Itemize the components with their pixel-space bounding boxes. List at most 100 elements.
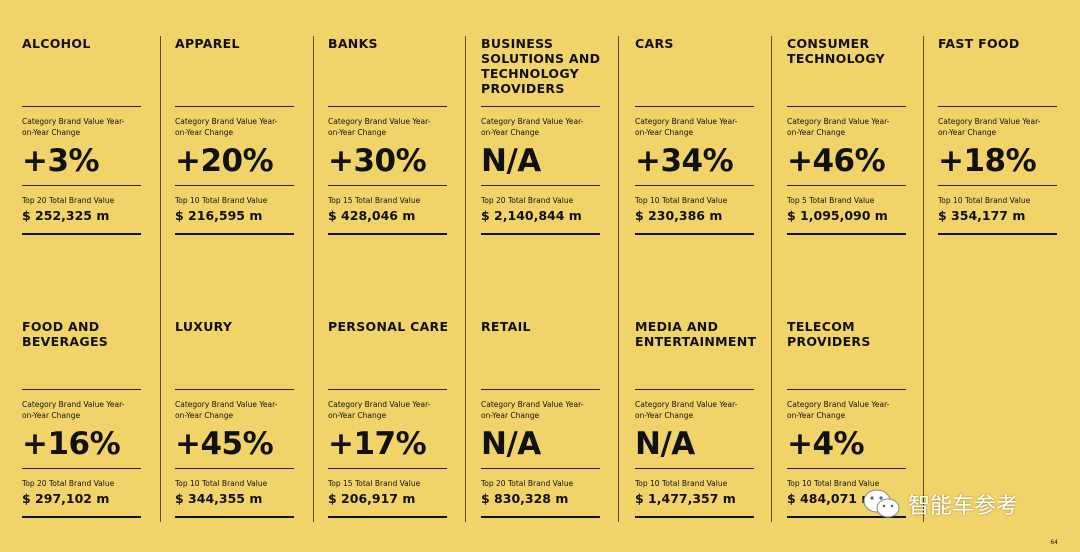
divider (481, 468, 600, 469)
divider (175, 185, 294, 186)
divider (635, 185, 754, 186)
change-label: Category Brand Value Year-on-Year Change (635, 117, 738, 137)
change-value: +3% (22, 143, 100, 179)
divider (22, 468, 141, 469)
total-value: $ 830,328 m (481, 491, 569, 506)
change-label: Category Brand Value Year-on-Year Change (787, 117, 890, 137)
page-number: 64 (1050, 539, 1058, 546)
divider (787, 106, 906, 107)
total-value: $ 216,595 m (175, 208, 263, 223)
change-value: N/A (481, 143, 541, 179)
change-value: N/A (635, 426, 695, 462)
divider (328, 106, 447, 107)
divider (328, 468, 447, 469)
total-label: Top 10 Total Brand Value (175, 196, 268, 205)
divider (175, 468, 294, 469)
change-label: Category Brand Value Year-on-Year Change (22, 400, 125, 420)
divider (175, 233, 294, 235)
total-label: Top 10 Total Brand Value (175, 479, 268, 488)
total-value: $ 2,140,844 m (481, 208, 582, 223)
total-value: $ 252,325 m (22, 208, 110, 223)
category-card: $ 252,325 m Top 20 Total Brand Value +3% Ca… (22, 36, 141, 236)
divider (635, 389, 754, 390)
category-title: RETAIL (481, 319, 531, 334)
total-label: Top 10 Total Brand Value (938, 196, 1031, 205)
total-value: $ 1,095,090 m (787, 208, 888, 223)
change-label: Category Brand Value Year-on-Year Change (175, 400, 278, 420)
total-label: Top 20 Total Brand Value (22, 196, 115, 205)
category-card: $ 206,917 m Top 15 Total Brand Value +17% C… (328, 319, 448, 519)
wechat-icon (863, 489, 900, 518)
divider (481, 185, 600, 186)
change-label: Category Brand Value Year-on-Year Change (635, 400, 738, 420)
total-value: $ 428,046 m (328, 208, 416, 223)
divider (635, 468, 754, 469)
total-label: Top 20 Total Brand Value (481, 196, 574, 205)
category-title: FAST FOOD (938, 36, 1020, 51)
total-value: $ 297,102 m (22, 491, 110, 506)
change-label: Category Brand Value Year-on-Year Change (481, 400, 584, 420)
divider (787, 389, 906, 390)
total-value: $ 230,386 m (635, 208, 723, 223)
change-value: +20% (175, 143, 274, 179)
change-label: Category Brand Value Year-on-Year Change (787, 400, 890, 420)
watermark-text: 智能车参考 (908, 494, 1019, 519)
category-card: $ 2,140,844 m Top 20 Total Brand Value N/A… (481, 36, 600, 236)
category-title: BUSINESS SOLUTIONS AND TECHNOLOGY PROVID… (481, 36, 601, 96)
total-label: Top 10 Total Brand Value (635, 196, 728, 205)
divider (635, 233, 754, 235)
total-label: Top 20 Total Brand Value (481, 479, 574, 488)
category-card: $ 428,046 m Top 15 Total Brand Value +30% C… (328, 36, 447, 236)
divider (175, 106, 294, 107)
divider (481, 106, 600, 107)
divider (22, 389, 141, 390)
category-title: MEDIA AND ENTERTAINMENT (635, 319, 757, 349)
divider (175, 516, 294, 518)
column-divider (923, 36, 924, 522)
column-divider (618, 36, 619, 522)
category-card: $ 354,177 m Top 10 Total Brand Value +18% C… (938, 36, 1057, 236)
change-value: +18% (938, 143, 1037, 179)
category-card: $ 484,071 m Top 10 Total Brand Value +4% Ca… (787, 319, 906, 519)
category-card: $ 230,386 m Top 10 Total Brand Value +34% C… (635, 36, 754, 236)
divider (938, 106, 1057, 107)
change-label: Category Brand Value Year-on-Year Change (481, 117, 584, 137)
divider (328, 389, 447, 390)
divider (328, 233, 447, 235)
category-card: $ 216,595 m Top 10 Total Brand Value +20% C… (175, 36, 294, 236)
change-value: N/A (481, 426, 541, 462)
category-title: TELECOM PROVIDERS (787, 319, 871, 349)
total-label: Top 15 Total Brand Value (328, 196, 421, 205)
divider (22, 185, 141, 186)
total-label: Top 15 Total Brand Value (328, 479, 421, 488)
change-value: +30% (328, 143, 427, 179)
divider (787, 233, 906, 235)
column-divider (160, 36, 161, 522)
category-card: $ 830,328 m Top 20 Total Brand Value N/A Ca… (481, 319, 600, 519)
change-value: +34% (635, 143, 734, 179)
watermark: 智能车参考 (862, 486, 1018, 522)
total-value: $ 344,355 m (175, 491, 263, 506)
divider (787, 468, 906, 469)
category-title: BANKS (328, 36, 378, 51)
change-value: +46% (787, 143, 886, 179)
category-card: $ 297,102 m Top 20 Total Brand Value +16% C… (22, 319, 141, 519)
category-title: FOOD AND BEVERAGES (22, 319, 109, 349)
total-value: $ 1,477,357 m (635, 491, 736, 506)
total-label: Top 5 Total Brand Value (787, 196, 875, 205)
total-label: Top 20 Total Brand Value (22, 479, 115, 488)
column-divider (771, 36, 772, 522)
total-value: $ 484,071 m (787, 491, 875, 506)
divider (635, 106, 754, 107)
category-title: LUXURY (175, 319, 233, 334)
change-value: +4% (787, 426, 865, 462)
category-card: $ 344,355 m Top 10 Total Brand Value +45% C… (175, 319, 294, 519)
category-card: $ 1,095,090 m Top 5 Total Brand Value +46%… (787, 36, 906, 236)
divider (22, 106, 141, 107)
change-label: Category Brand Value Year-on-Year Change (328, 400, 431, 420)
category-title: CONSUMER TECHNOLOGY (787, 36, 885, 66)
column-divider (465, 36, 466, 522)
category-card: $ 1,477,357 m Top 10 Total Brand Value N/A… (635, 319, 756, 519)
column-divider (313, 36, 314, 522)
